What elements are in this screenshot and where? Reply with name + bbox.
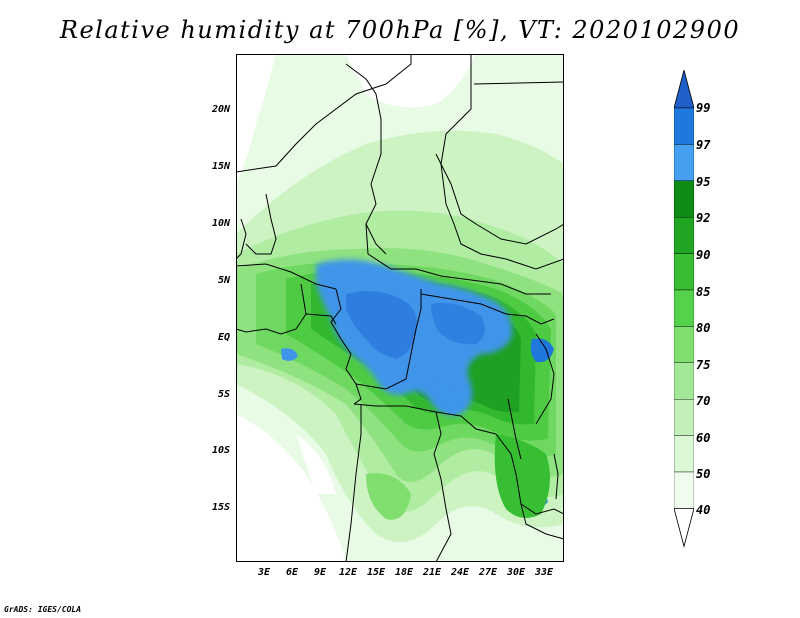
colorbar-label-40: 40 <box>696 503 711 517</box>
humidity-map <box>236 54 564 562</box>
colorbar-band <box>674 107 694 145</box>
colorbar-band <box>674 399 694 436</box>
grads-credit: GrADS: IGES/COLA <box>4 605 82 614</box>
colorbar-label-60: 60 <box>696 431 711 445</box>
colorbar-label-50: 50 <box>696 467 711 481</box>
lon-label-27e: 27E <box>478 567 498 578</box>
lon-label-30e: 30E <box>506 567 526 578</box>
lon-label-21e: 21E <box>422 567 442 578</box>
lon-label-15e: 15E <box>366 567 386 578</box>
rh-southeast-green <box>494 434 550 518</box>
lon-label-9e: 9E <box>313 567 327 578</box>
colorbar-band <box>674 216 694 254</box>
colorbar-label-75: 75 <box>696 358 711 372</box>
rh-south-green <box>366 473 411 520</box>
rh-blue-blob-east <box>436 382 465 414</box>
lat-label-10s: 10S <box>211 445 230 456</box>
rh-97-region-2 <box>431 302 485 345</box>
colorbar-band <box>674 435 694 473</box>
rh-dry-north2 <box>346 54 476 108</box>
colorbar-label-99: 99 <box>696 101 711 115</box>
colorbar-bottom-arrow <box>674 508 694 548</box>
colorbar-label-97: 97 <box>696 138 711 152</box>
colorbar-label-92: 92 <box>696 211 711 225</box>
lon-label-33e: 33E <box>534 567 554 578</box>
lat-label-15s: 15S <box>211 502 230 513</box>
rh-blue-blob-west <box>281 348 298 361</box>
colorbar-band <box>674 289 694 327</box>
lat-label-15n: 15N <box>211 161 230 172</box>
colorbar-band <box>674 471 694 509</box>
colorbar <box>674 70 694 548</box>
colorbar-label-95: 95 <box>696 175 711 189</box>
colorbar-band <box>674 253 694 291</box>
lat-label-10n: 10N <box>211 218 230 229</box>
rh-dry-southwest <box>296 434 336 494</box>
lon-label-6e: 6E <box>285 567 299 578</box>
lake-tanganyika <box>507 398 522 460</box>
colorbar-band <box>674 180 694 218</box>
colorbar-band <box>674 144 694 182</box>
lat-label-eq: EQ <box>217 332 230 343</box>
country-borders <box>236 54 564 562</box>
rh-97-region <box>346 290 417 359</box>
lake-malawi <box>553 453 559 500</box>
lon-label-3e: 3E <box>257 567 271 578</box>
lat-label-5s: 5S <box>217 389 230 400</box>
colorbar-band <box>674 362 694 400</box>
lon-label-12e: 12E <box>338 567 358 578</box>
lat-label-5n: 5N <box>217 275 230 286</box>
colorbar-label-85: 85 <box>696 285 711 299</box>
map-title: Relative humidity at 700hPa [%], VT: 202… <box>59 16 741 44</box>
colorbar-label-70: 70 <box>696 394 711 408</box>
map-frame <box>236 54 564 562</box>
colorbar-label-80: 80 <box>696 321 711 335</box>
lat-label-20n: 20N <box>211 104 230 115</box>
colorbar-label-90: 90 <box>696 248 711 262</box>
lon-label-24e: 24E <box>450 567 470 578</box>
colorbar-band <box>674 326 694 363</box>
colorbar-top-arrow <box>674 70 694 109</box>
rh-dry-north <box>236 54 276 184</box>
lon-label-18e: 18E <box>394 567 414 578</box>
rh-dry-south <box>236 414 346 562</box>
